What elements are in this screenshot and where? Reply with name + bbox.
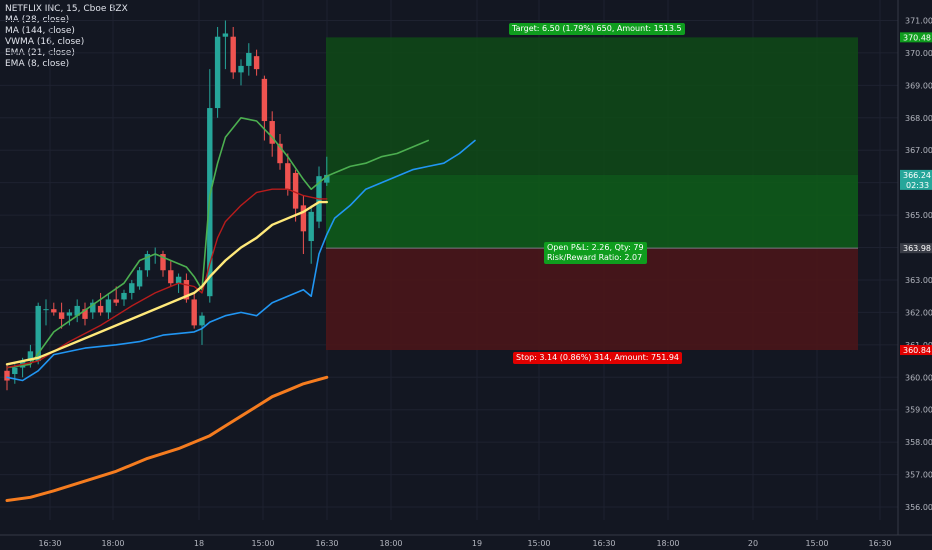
candle-body	[300, 205, 307, 232]
price-tick-label: 357.00	[905, 471, 932, 480]
entry-price-tag-text: 363.98	[903, 244, 931, 253]
price-tick-label: 360.00	[905, 373, 932, 382]
current-price-tag-countdown: 02:33	[906, 181, 929, 190]
risk-reward-text: Risk/Reward Ratio: 2.07	[547, 253, 643, 263]
price-tick-label: 367.00	[905, 146, 932, 155]
time-axis-bg	[0, 535, 932, 550]
candle-body	[121, 292, 127, 300]
candle-body	[285, 163, 291, 190]
time-tick-label: 16:30	[38, 539, 61, 548]
candle-body	[253, 56, 260, 70]
time-tick-label: 19	[472, 539, 482, 548]
candle-body	[183, 279, 190, 300]
vwma-line	[5, 200, 328, 366]
target-price-tag-bg	[900, 32, 932, 43]
candle-body	[222, 33, 229, 37]
stop-zone	[326, 248, 858, 351]
target-zone	[326, 37, 858, 175]
price-tick-label: 363.00	[905, 276, 932, 285]
candle-body	[261, 78, 268, 122]
stop-label[interactable]: Stop: 3.14 (0.86%) 314, Amount: 751.94	[513, 352, 683, 365]
time-tick-label: 20	[748, 539, 758, 548]
candle-body	[136, 270, 143, 287]
time-axis[interactable]: 16:30 18:00 18 15:00 16:30 18:00 19 15:00 16:30 1…	[0, 534, 932, 550]
candle-body	[97, 305, 104, 313]
entry-price-tag-bg	[900, 243, 932, 254]
current-price-tag-text: 366.24	[903, 171, 931, 180]
candle-body	[12, 367, 18, 375]
candle-body	[43, 309, 49, 311]
stop-price-tag-text: 360.84	[903, 346, 931, 355]
price-tick-label: 358.00	[905, 438, 932, 447]
time-tick-label: 18:00	[379, 539, 402, 548]
candle-body	[144, 254, 151, 271]
candle-body	[113, 299, 119, 303]
price-tick-label: 370.00	[905, 49, 932, 58]
time-tick-label: 15:00	[805, 539, 828, 548]
candle-body	[90, 302, 96, 313]
candle-body	[160, 254, 166, 271]
candle-body	[191, 299, 197, 326]
legend-indicator-ma144[interactable]: MA (144, close)	[5, 26, 75, 36]
candle-body	[51, 309, 57, 313]
legend-symbol[interactable]: NETFLIX INC, 15, Cboe BZX	[5, 4, 128, 14]
time-tick-label: 15:00	[251, 539, 274, 548]
time-tick-label: 18	[194, 539, 204, 548]
candle-body	[199, 315, 205, 326]
candle-body	[58, 312, 65, 319]
candle-body	[4, 370, 10, 381]
candle-body	[175, 276, 182, 284]
ma144-line	[5, 375, 329, 502]
candle-body	[292, 172, 299, 209]
price-tick-label: 371.00	[905, 16, 932, 25]
time-tick-label: 16:30	[315, 539, 338, 548]
candle-body	[74, 305, 80, 316]
ma28-line	[6, 139, 476, 382]
time-tick-label: 15:00	[527, 539, 550, 548]
candle-body	[238, 65, 244, 73]
candle-body	[324, 174, 330, 183]
profit-zone	[326, 174, 858, 249]
stop-price-tag-bg	[900, 345, 932, 356]
legend-indicator-ema8[interactable]: EMA (8, close)	[5, 59, 70, 69]
ema8-line	[6, 117, 429, 369]
candle-body	[246, 52, 252, 66]
price-tick-label: 365.00	[905, 211, 932, 220]
candle-body	[82, 309, 88, 319]
indicator-lines	[5, 117, 476, 502]
pnl-label[interactable]: Open P&L: 2.26, Qty: 79 Risk/Reward Rati…	[544, 242, 647, 265]
time-tick-label: 18:00	[656, 539, 679, 548]
position-zones[interactable]	[326, 37, 858, 351]
candle-body	[277, 143, 283, 164]
target-price-tag-text: 370.48	[903, 33, 931, 42]
target-label[interactable]: Target: 6.50 (1.79%) 650, Amount: 1513.5	[509, 23, 685, 36]
candle-body	[214, 36, 221, 109]
candle-body	[35, 305, 41, 362]
current-price-tag-bg	[900, 169, 932, 190]
ema21-line	[6, 188, 328, 369]
candle-body	[27, 351, 34, 362]
candle-body	[308, 211, 314, 242]
price-axis[interactable]: 356.00357.00358.00359.00360.00361.00362.…	[897, 0, 932, 550]
price-tick-label: 369.00	[905, 81, 932, 90]
legend-indicator-vwma[interactable]: VWMA (16, close)	[5, 37, 85, 47]
candle-body	[129, 283, 135, 293]
price-tick-label: 356.00	[905, 503, 932, 512]
price-axis-bg	[898, 0, 932, 550]
candle-body	[66, 312, 73, 316]
time-tick-label: 18:00	[101, 539, 124, 548]
candle-body	[105, 299, 112, 313]
open-pnl-text: Open P&L: 2.26, Qty: 79	[547, 243, 644, 253]
time-tick-label: 16:30	[592, 539, 615, 548]
price-tick-label: 362.00	[905, 308, 932, 317]
time-tick-label: 16:30	[868, 539, 891, 548]
candle-body	[168, 270, 174, 284]
candle-body	[230, 36, 236, 73]
price-tick-label: 359.00	[905, 406, 932, 415]
price-tick-label: 368.00	[905, 114, 932, 123]
candle-body	[269, 121, 275, 144]
